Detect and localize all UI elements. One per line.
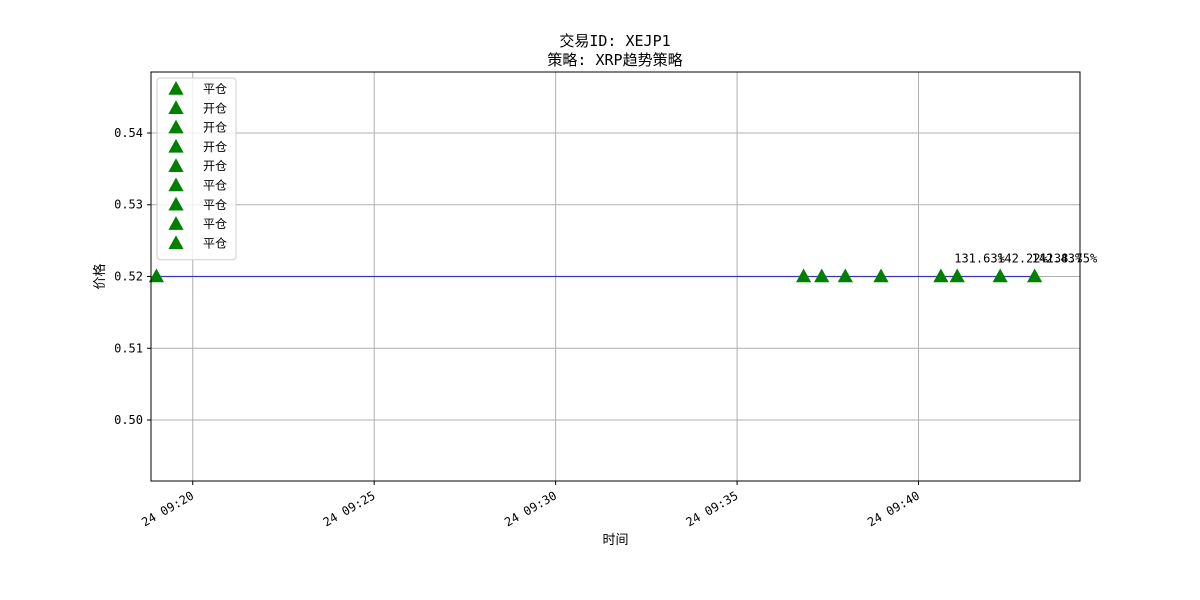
y-axis-label: 价格: [92, 263, 108, 289]
marker-annotation: 142.43%: [1032, 252, 1083, 266]
trade-marker: [949, 268, 965, 283]
legend-label: 平仓: [203, 179, 227, 193]
marker-annotation: 138.75%: [1047, 252, 1098, 266]
trade-marker: [795, 268, 812, 283]
trade-marker: [1027, 268, 1043, 283]
trade-marker: [992, 268, 1008, 283]
legend-label: 开仓: [203, 159, 227, 173]
legend-marker-icon: [168, 216, 184, 230]
legend-marker-icon: [168, 81, 184, 95]
legend-label: 开仓: [203, 121, 227, 135]
chart-title-line1: 交易ID: XEJP1: [559, 32, 671, 50]
y-tick-label: 0.52: [114, 270, 143, 284]
x-axis-label: 时间: [602, 533, 628, 548]
trade-marker: [148, 268, 165, 283]
y-tick-label: 0.50: [114, 413, 143, 427]
y-tick-label: 0.54: [114, 126, 143, 140]
marker-annotation: 142.22%: [997, 252, 1048, 266]
trade-marker: [837, 268, 853, 283]
y-tick-label: 0.51: [114, 341, 143, 355]
trade-marker: [873, 268, 889, 283]
legend-marker-icon: [168, 119, 184, 134]
x-tick-label: 24 09:30: [502, 488, 559, 529]
legend-label: 平仓: [203, 198, 227, 212]
y-tick-label: 0.53: [114, 198, 143, 212]
x-tick-label: 24 09:40: [865, 488, 922, 529]
legend-marker-icon: [168, 158, 184, 172]
legend-label: 开仓: [203, 140, 227, 154]
legend-marker-icon: [168, 138, 184, 153]
chart-title-line2: 策略: XRP趋势策略: [547, 51, 683, 69]
legend-label: 平仓: [203, 82, 227, 96]
legend-label: 平仓: [203, 217, 227, 231]
x-tick-label: 24 09:20: [139, 488, 196, 529]
marker-annotation: 131.63%: [954, 252, 1005, 266]
legend-label: 开仓: [203, 101, 227, 115]
legend-marker-icon: [168, 196, 184, 211]
legend-marker-icon: [168, 235, 184, 250]
legend-label: 平仓: [203, 236, 227, 250]
trade-marker: [933, 268, 949, 283]
trade-marker: [814, 268, 830, 283]
legend-marker-icon: [168, 177, 184, 192]
x-tick-label: 24 09:35: [684, 488, 741, 529]
legend-marker-icon: [168, 100, 184, 115]
x-tick-label: 24 09:25: [321, 488, 378, 529]
